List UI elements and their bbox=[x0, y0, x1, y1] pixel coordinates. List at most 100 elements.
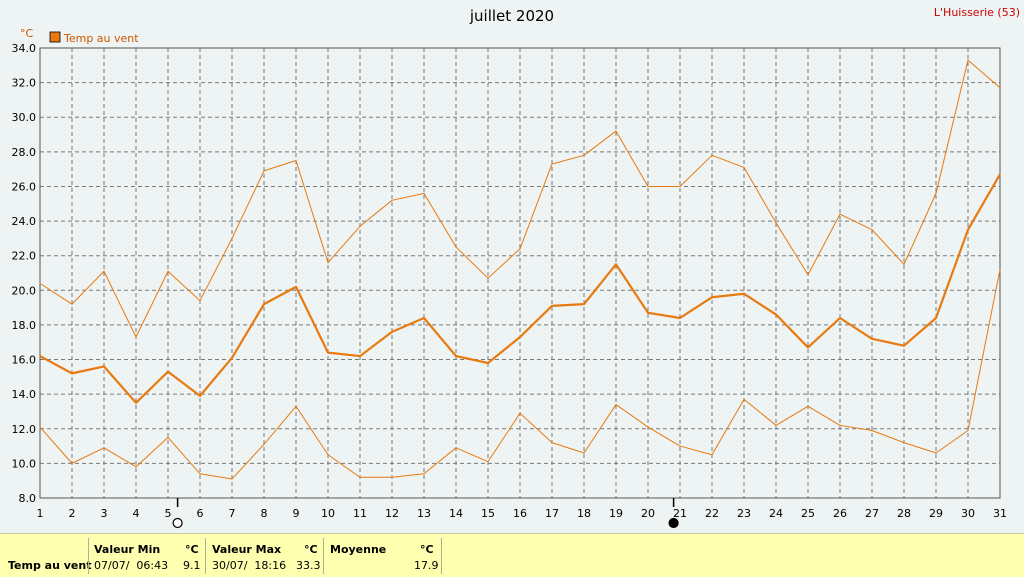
data-point bbox=[839, 317, 841, 319]
data-point bbox=[359, 225, 361, 227]
x-tick-label: 28 bbox=[897, 507, 911, 520]
legend-label: Temp au vent bbox=[63, 32, 139, 45]
chart-title: juillet 2020 bbox=[469, 7, 554, 25]
y-tick-label: 16.0 bbox=[12, 354, 37, 367]
data-point bbox=[999, 173, 1001, 175]
y-tick-label: 32.0 bbox=[12, 77, 37, 90]
data-point bbox=[423, 317, 425, 319]
min-unit: °C bbox=[185, 543, 199, 556]
x-tick-label: 4 bbox=[133, 507, 140, 520]
data-point bbox=[615, 263, 617, 265]
data-point bbox=[423, 473, 425, 475]
x-tick-label: 29 bbox=[929, 507, 943, 520]
plot-border bbox=[39, 47, 1001, 499]
y-tick-label: 14.0 bbox=[12, 388, 37, 401]
data-point bbox=[999, 268, 1001, 271]
data-point bbox=[359, 476, 361, 478]
data-point bbox=[103, 365, 105, 368]
x-tick-label: 27 bbox=[865, 507, 879, 520]
full-moon-icon bbox=[172, 517, 183, 529]
data-point bbox=[455, 447, 457, 449]
data-point bbox=[839, 424, 841, 426]
x-tick-label: 9 bbox=[293, 507, 300, 520]
x-tick-label: 7 bbox=[229, 507, 236, 520]
data-point bbox=[967, 429, 969, 432]
avg-header: Moyenne bbox=[330, 543, 387, 556]
data-point bbox=[807, 274, 809, 276]
data-point bbox=[583, 303, 585, 305]
max-unit: °C bbox=[304, 543, 318, 556]
y-tick-label: 24.0 bbox=[12, 215, 37, 228]
data-point bbox=[743, 166, 745, 169]
data-point bbox=[807, 346, 809, 349]
data-point bbox=[551, 442, 553, 444]
x-tick-label: 10 bbox=[321, 507, 335, 520]
data-point bbox=[551, 305, 553, 307]
y-tick-label: 18.0 bbox=[12, 319, 37, 332]
data-point bbox=[103, 270, 105, 272]
x-tick-label: 2 bbox=[69, 507, 76, 520]
data-point bbox=[231, 237, 233, 239]
data-point bbox=[519, 336, 521, 338]
data-point bbox=[775, 424, 777, 426]
data-point bbox=[71, 372, 73, 374]
data-point bbox=[647, 426, 649, 428]
data-point bbox=[999, 87, 1001, 89]
data-point bbox=[775, 313, 777, 316]
data-point bbox=[167, 436, 169, 439]
data-point bbox=[487, 362, 489, 364]
avg-value: 17.9 bbox=[414, 559, 439, 572]
y-tick-label: 34.0 bbox=[12, 42, 37, 55]
x-tick-label: 25 bbox=[801, 507, 815, 520]
data-point bbox=[71, 462, 73, 464]
stats-divider bbox=[323, 538, 324, 574]
data-point bbox=[775, 222, 777, 224]
data-point bbox=[455, 355, 457, 357]
data-point bbox=[423, 192, 425, 194]
data-point bbox=[487, 461, 489, 463]
grid bbox=[40, 48, 1000, 498]
x-tick-label: 3 bbox=[101, 507, 108, 520]
y-tick-label: 26.0 bbox=[12, 180, 37, 193]
x-tick-label: 18 bbox=[577, 507, 591, 520]
data-point bbox=[295, 286, 297, 288]
data-point bbox=[743, 293, 745, 295]
data-point bbox=[39, 355, 41, 357]
data-point bbox=[583, 452, 585, 454]
plot-frame bbox=[39, 47, 1001, 499]
data-point bbox=[39, 282, 41, 284]
min-value: 9.1 bbox=[183, 559, 201, 572]
y-tick-label: 8.0 bbox=[19, 492, 37, 505]
max-value: 33.3 bbox=[296, 559, 321, 572]
data-point bbox=[807, 405, 809, 407]
x-tick-label: 5 bbox=[165, 507, 172, 520]
min-date: 07/07/ 06:43 bbox=[94, 559, 169, 572]
data-point bbox=[679, 317, 681, 319]
moon-markers bbox=[172, 498, 679, 529]
data-point bbox=[231, 478, 233, 480]
x-tick-label: 21 bbox=[673, 507, 687, 520]
y-tick-label: 30.0 bbox=[12, 111, 37, 124]
data-point bbox=[935, 317, 937, 319]
data-point bbox=[327, 454, 329, 456]
data-point bbox=[839, 213, 841, 215]
data-point bbox=[519, 412, 521, 414]
x-tick-label: 6 bbox=[197, 507, 204, 520]
data-point bbox=[167, 371, 169, 373]
stats-divider bbox=[441, 538, 442, 574]
data-point bbox=[903, 442, 905, 444]
data-point bbox=[935, 192, 937, 194]
x-tick-label: 12 bbox=[385, 507, 399, 520]
data-point bbox=[903, 345, 905, 347]
data-point bbox=[199, 300, 201, 302]
data-point bbox=[967, 59, 969, 61]
data-point bbox=[711, 454, 713, 456]
min-header: Valeur Min bbox=[94, 543, 161, 556]
y-tick-label: 22.0 bbox=[12, 250, 37, 263]
data-point bbox=[167, 270, 169, 272]
data-point bbox=[679, 445, 681, 447]
max-header: Valeur Max bbox=[212, 543, 282, 556]
data-point bbox=[263, 303, 265, 305]
station-label: L'Huisserie (53) bbox=[934, 6, 1020, 19]
data-point bbox=[39, 426, 41, 428]
